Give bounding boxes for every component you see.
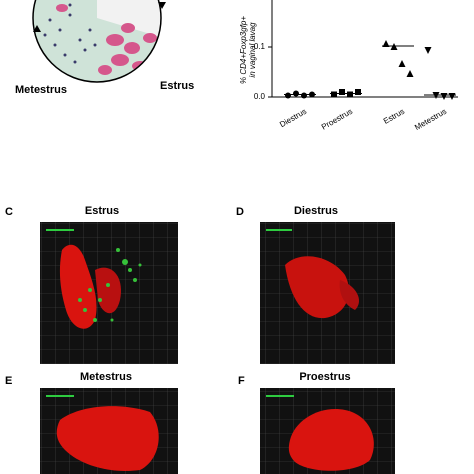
panel-e: E Metestrus — [5, 371, 178, 474]
data-point — [355, 89, 361, 95]
panel-title: Diestrus — [294, 205, 338, 217]
tissue — [285, 256, 349, 319]
tissue — [288, 409, 374, 471]
panel-title: Metestrus — [80, 371, 132, 383]
panel-letter: C — [5, 206, 13, 218]
tissue — [339, 280, 360, 310]
x-tick-label: Metestrus — [413, 107, 448, 132]
data-point — [331, 91, 337, 98]
cycle-label: Estrus — [160, 80, 194, 92]
data-point — [424, 47, 432, 54]
data-point — [293, 90, 299, 97]
panel-letter: E — [5, 375, 12, 387]
gfp-cells — [78, 248, 142, 322]
smear-image — [33, 0, 161, 82]
cycle-label: Metestrus — [15, 84, 67, 96]
y-axis-label: in vaginal lavag — [248, 22, 257, 78]
tissue — [95, 267, 121, 314]
arrow — [158, 2, 166, 9]
data-point — [339, 89, 345, 95]
data-point — [301, 92, 307, 99]
tissue — [56, 406, 159, 471]
panel-c: C Estrus — [5, 205, 178, 364]
tissue — [59, 244, 97, 329]
panel-f: F Proestrus — [238, 371, 395, 474]
y-tick-label: 0.0 — [254, 92, 266, 101]
data-point — [398, 60, 406, 67]
panel-letter: F — [238, 375, 245, 387]
x-tick-label: Proestrus — [320, 107, 354, 132]
cycle-circle — [32, 0, 162, 83]
panel-d: D Diestrus — [236, 205, 395, 364]
data-point — [406, 70, 414, 77]
y-tick-label: 0.1 — [254, 42, 266, 51]
data-point — [382, 40, 390, 47]
x-tick-label: Diestrus — [278, 107, 308, 129]
arrow — [33, 25, 41, 32]
data-point — [285, 92, 291, 99]
data-point — [347, 91, 353, 98]
panel-title: Estrus — [85, 205, 119, 217]
y-axis-label: % CD4+Foxp3gfp+ — [239, 16, 248, 84]
x-tick-label: Estrus — [382, 107, 406, 126]
panel-title: Proestrus — [299, 371, 350, 383]
chart: % CD4+Foxp3gfp+ in vaginal lavag 0.0 0.1 D… — [239, 0, 458, 132]
panel-letter: D — [236, 206, 244, 218]
